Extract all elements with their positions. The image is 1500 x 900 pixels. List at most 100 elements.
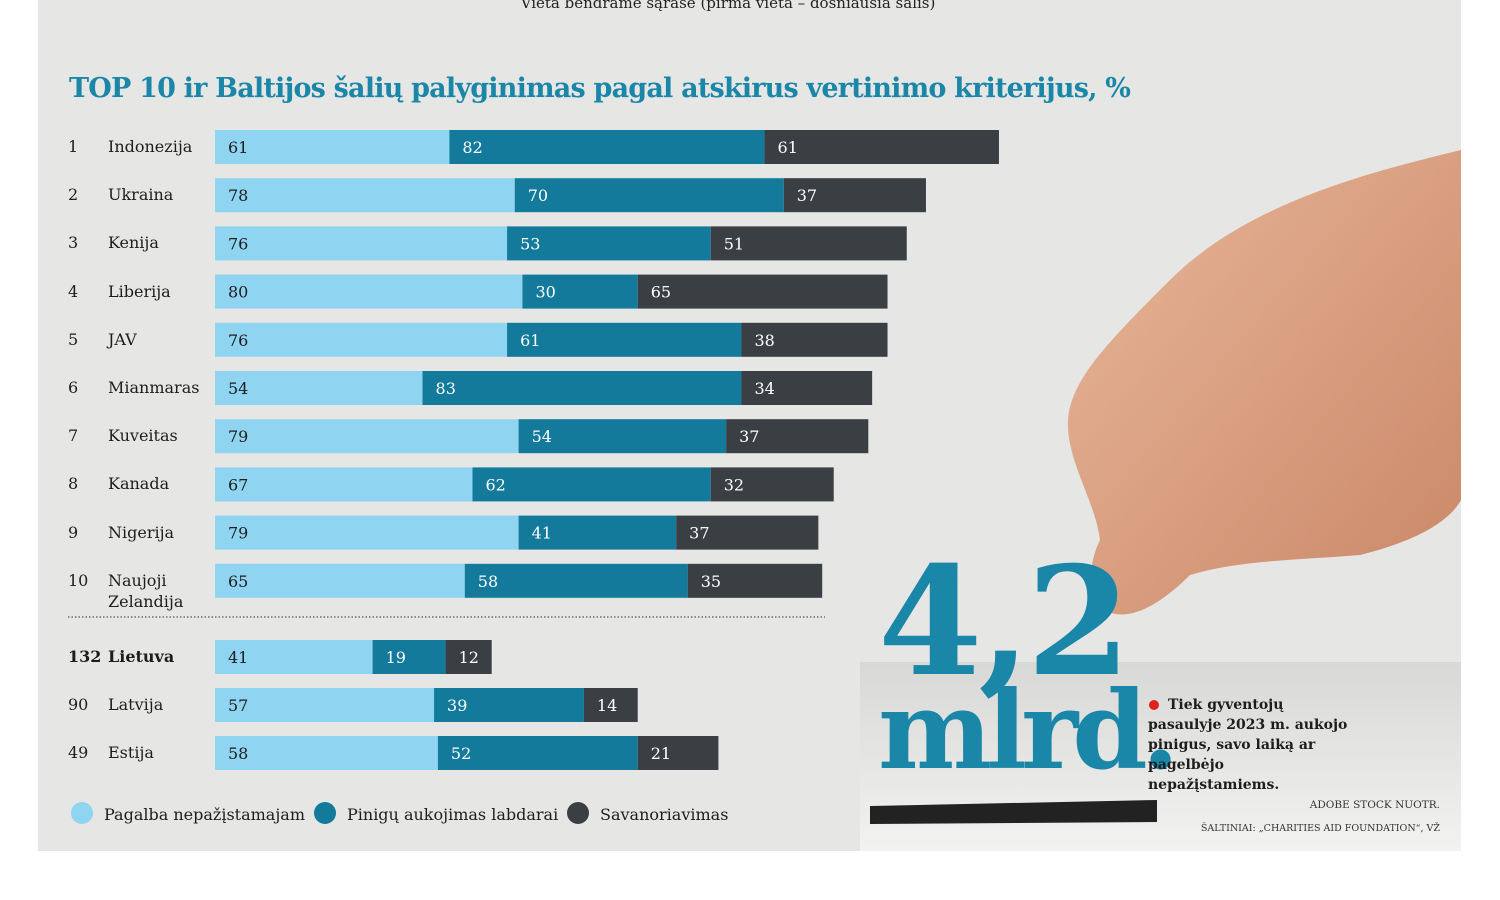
value-label: 70	[528, 186, 548, 205]
bar-segment	[215, 130, 450, 164]
bar-segment	[422, 371, 742, 405]
value-label: 37	[739, 427, 759, 446]
rank-label: 132	[68, 647, 102, 666]
bar-segment	[507, 226, 711, 261]
rank-label: 7	[68, 426, 79, 446]
hand-photo	[1067, 150, 1461, 615]
rank-label: 49	[68, 743, 89, 762]
bar-segment	[372, 640, 446, 674]
bar-segment	[215, 371, 423, 405]
bar-segment	[215, 274, 523, 309]
value-label: 39	[447, 696, 467, 715]
legend-marker	[71, 802, 93, 824]
note-dot	[1149, 700, 1159, 710]
value-label: 30	[535, 283, 555, 302]
value-label: 80	[228, 283, 248, 302]
value-label: 38	[754, 331, 774, 350]
value-label: 58	[478, 572, 498, 591]
big-unit: mlrd.	[878, 668, 1173, 794]
value-label: 61	[778, 138, 798, 157]
value-label: 52	[451, 744, 471, 763]
bar-segment	[522, 274, 638, 309]
bar-segment	[687, 563, 823, 598]
value-label: 54	[532, 427, 552, 446]
bar-segment	[445, 640, 492, 674]
bar-segment	[472, 467, 711, 502]
legend-marker	[567, 802, 589, 824]
rank-label: 6	[68, 378, 79, 397]
bar-segment	[449, 130, 765, 164]
slot	[870, 800, 1157, 824]
value-label: 62	[485, 475, 505, 494]
value-label: 83	[436, 379, 456, 398]
photo-credit: ADOBE STOCK NUOTR.	[1309, 799, 1440, 811]
legend-label: Savanoriavimas	[600, 805, 728, 824]
bar-segment	[215, 515, 519, 550]
value-label: 37	[689, 524, 709, 543]
category-label: Estija	[108, 743, 154, 762]
category-label: Kanada	[108, 474, 170, 494]
bar-segment	[215, 322, 508, 357]
value-label: 65	[651, 283, 671, 302]
category-label: Indonezija	[108, 137, 193, 156]
subtitle: Vieta bendrame sąraše (pirma vieta – dos…	[520, 0, 936, 12]
rank-label: 8	[68, 474, 79, 494]
value-label: 65	[228, 572, 248, 591]
value-label: 37	[797, 186, 817, 205]
rank-label: 2	[68, 185, 79, 205]
value-label: 54	[228, 379, 248, 398]
category-label: Liberija	[108, 281, 171, 301]
note: Tiek gyventojų pasaulyje 2023 m. aukojo …	[1148, 697, 1348, 793]
value-label: 61	[520, 331, 540, 350]
category-label: JAV	[108, 329, 137, 349]
bar-segment	[215, 640, 373, 674]
bar-segment	[215, 419, 519, 454]
category-label: Kenija	[108, 233, 159, 253]
category-label: Kuveitas	[108, 426, 178, 446]
value-label: 82	[462, 138, 482, 157]
value-label: 61	[228, 138, 248, 157]
bar-segment	[583, 688, 638, 722]
bar-segment	[215, 178, 515, 213]
source: ŠALTINIAI: „CHARITIES AID FOUNDATION“, V…	[1201, 822, 1441, 834]
value-label: 58	[228, 744, 248, 763]
rank-label: 10	[68, 570, 89, 590]
rank-label: 1	[68, 137, 79, 156]
bar-segment	[215, 467, 473, 502]
value-label: 19	[386, 648, 406, 667]
bar-segment	[710, 226, 907, 261]
value-label: 79	[228, 427, 248, 446]
value-label: 32	[724, 475, 744, 494]
category-label: Mianmaras	[108, 378, 200, 397]
bar-segment	[514, 178, 784, 213]
category-label: Ukraina	[108, 185, 174, 205]
category-label: Lietuva	[108, 647, 175, 666]
value-label: 57	[228, 696, 248, 715]
bar-segment	[741, 371, 873, 405]
bar-segment	[215, 563, 465, 598]
legend-label: Pagalba nepažįstamajam	[104, 805, 305, 824]
bar-segment	[518, 419, 727, 454]
legend-label: Pinigų aukojimas labdarai	[347, 805, 558, 824]
bar-segment	[637, 274, 888, 309]
value-label: 79	[228, 524, 248, 543]
value-label: 34	[754, 379, 774, 398]
bar-segment	[710, 467, 834, 502]
value-label: 78	[228, 186, 248, 205]
value-label: 21	[651, 744, 671, 763]
bar-segment	[783, 178, 926, 213]
category-label: Naujoji Zelandija	[108, 570, 184, 611]
value-label: 41	[532, 524, 552, 543]
value-label: 53	[520, 234, 540, 253]
value-label: 14	[597, 696, 617, 715]
bar-segment	[518, 515, 677, 550]
rank-label: 9	[68, 522, 79, 542]
value-label: 12	[459, 648, 479, 667]
rank-label: 90	[68, 695, 89, 714]
bar-segment	[215, 226, 508, 261]
value-label: 35	[701, 572, 721, 591]
value-label: 67	[228, 475, 248, 494]
bar-segment	[741, 322, 888, 357]
